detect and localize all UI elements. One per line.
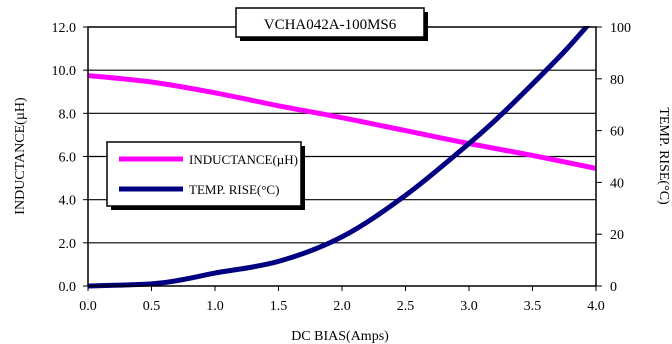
x-tick-label: 1.0 — [206, 299, 224, 314]
x-axis: 0.0 0.5 1.0 1.5 2.0 2.5 3.0 3.5 4.0 — [79, 286, 605, 314]
x-tick-label: 3.0 — [460, 299, 478, 314]
y-tick-label: 10.0 — [52, 64, 77, 79]
y2-tick-label: 40 — [610, 176, 624, 191]
y2-tick-label: 80 — [610, 73, 624, 88]
y2-tick-label: 60 — [610, 125, 624, 140]
legend-label-inductance: INDUCTANCE(µH) — [189, 152, 298, 167]
y-tick-label: 8.0 — [59, 107, 77, 122]
x-axis-label: DC BIAS(Amps) — [291, 329, 389, 344]
series-line-inductance — [88, 73, 596, 171]
y-tick-label: 4.0 — [59, 194, 77, 209]
x-tick-label: 0.0 — [79, 299, 97, 314]
y-axis-left: 0.0 2.0 4.0 6.0 8.0 10.0 12.0 — [52, 21, 88, 295]
y-tick-label: 12.0 — [52, 21, 77, 36]
series-lines — [88, 26, 596, 289]
legend-label-temp-rise: TEMP. RISE(°C) — [189, 182, 279, 197]
y-axis-label-right: TEMP. RISE(°C) — [656, 107, 671, 205]
y-tick-label: 0.0 — [59, 280, 77, 295]
y2-tick-label: 0 — [610, 280, 617, 295]
legend: INDUCTANCE(µH) TEMP. RISE(°C) — [106, 141, 305, 210]
x-tick-label: 0.5 — [143, 299, 161, 314]
y-axis-label-left: INDUCTANCE(µH) — [13, 97, 28, 215]
y2-tick-label: 20 — [610, 228, 624, 243]
y-tick-label: 6.0 — [59, 151, 77, 166]
series-line-temp-rise — [88, 26, 591, 289]
y2-tick-label: 100 — [610, 21, 631, 36]
title-box: VCHA042A-100MS6 — [235, 7, 428, 41]
chart-title: VCHA042A-100MS6 — [264, 17, 397, 33]
x-tick-label: 4.0 — [587, 299, 605, 314]
y-tick-label: 2.0 — [59, 237, 77, 252]
x-tick-label: 2.5 — [397, 299, 415, 314]
x-tick-label: 3.5 — [524, 299, 542, 314]
x-tick-label: 1.5 — [270, 299, 288, 314]
y-axis-right: 0 20 40 60 80 100 — [596, 21, 631, 295]
x-tick-label: 2.0 — [333, 299, 351, 314]
